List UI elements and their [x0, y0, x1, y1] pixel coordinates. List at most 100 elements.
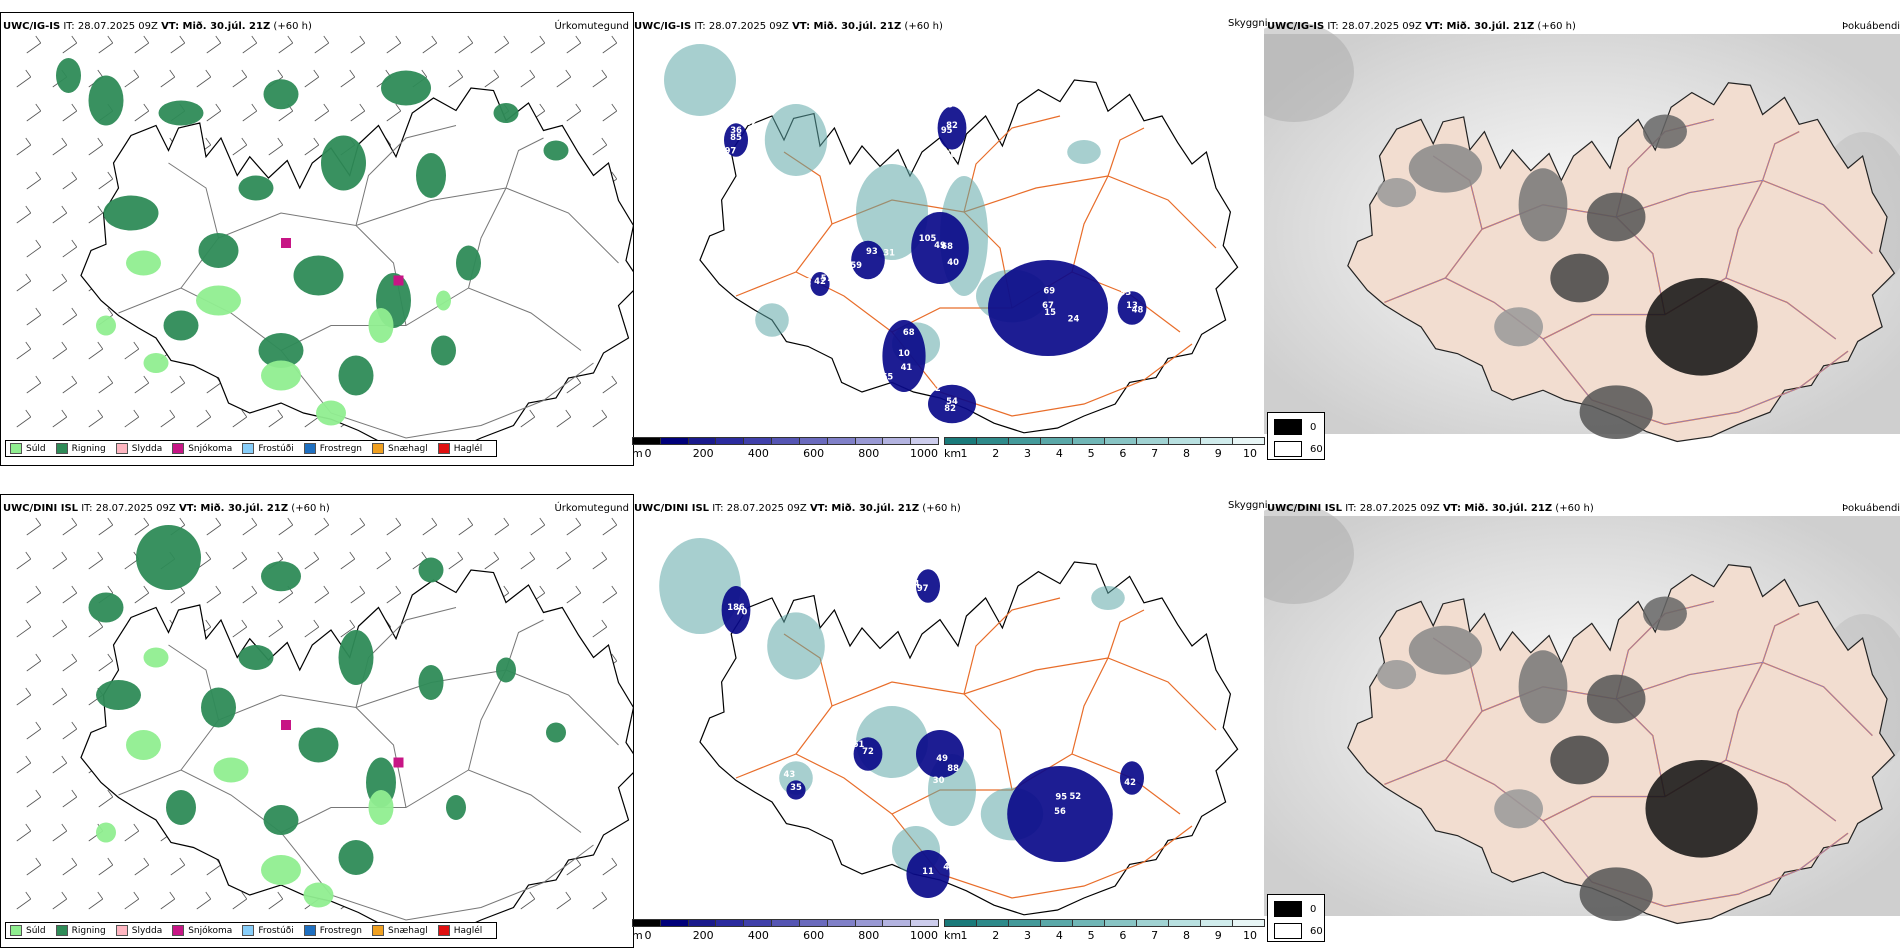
- legend-item: Haglél: [437, 925, 483, 936]
- cloud-base-label: 82: [800, 277, 812, 287]
- legend-label: Rigning: [71, 925, 106, 936]
- colorbar-tick: 5: [1087, 447, 1095, 460]
- colorbar-segment: [976, 437, 1009, 445]
- cloud-base-label: 52: [745, 117, 757, 127]
- cloud-base-label: 97: [725, 145, 737, 155]
- cloud-base-label: 13: [1126, 300, 1138, 310]
- colorbar-tick: 10: [1243, 447, 1257, 460]
- cloud-base-label: 57: [704, 143, 716, 153]
- cloud-base-label: 50: [945, 149, 957, 159]
- colorbar-segment: [1200, 437, 1233, 445]
- colorbar-segment: [771, 919, 800, 927]
- colorbar-tick: 3: [1024, 447, 1032, 460]
- legend-label: Rigning: [71, 443, 106, 454]
- fog-legend-label: 60: [1310, 443, 1323, 455]
- precip-panel-row2: UWC/DINI ISL IT: 28.07.2025 09Z VT: Mið.…: [0, 494, 634, 948]
- legend-item: Snjókoma: [172, 925, 232, 936]
- iceland-outline: [1347, 564, 1896, 925]
- cloud-base-label: 30: [834, 741, 846, 751]
- colorbar-segment: [976, 919, 1009, 927]
- legend-item: Rigning: [55, 925, 106, 936]
- cloud-base-label: 10: [898, 348, 910, 358]
- colorbar-tick: 1: [960, 447, 968, 460]
- legend-swatch: [372, 443, 385, 454]
- colorbar-segment: [1232, 437, 1265, 445]
- cloud-base-label: 32: [929, 383, 941, 393]
- colorbar-segment: [1008, 437, 1041, 445]
- colorbar-segment: [1040, 919, 1073, 927]
- panel-right-title: Úrkomutegund: [554, 21, 629, 32]
- colorbar-tick: 5: [1087, 929, 1095, 942]
- colorbar-segment: [632, 437, 661, 445]
- cloud-base-label: 72: [862, 746, 874, 756]
- cloud-base-label: 67: [1042, 300, 1054, 310]
- cloud-base-label: 64: [908, 579, 920, 589]
- cloud-base-label: 82: [946, 120, 958, 130]
- cloud-base-label: 55: [882, 372, 894, 382]
- cloud-base-label: 461: [847, 739, 865, 749]
- colorbar-segment: [910, 919, 939, 927]
- cloud-base-label: 47: [943, 861, 955, 871]
- cloud-base-label: 46: [834, 247, 846, 257]
- legend-swatch: [437, 925, 450, 936]
- cloud-base-label: 199: [936, 100, 954, 110]
- fog-legend-swatch: [1274, 901, 1302, 917]
- colorbar-tick: 9: [1214, 929, 1222, 942]
- cloud-base-label: 31: [883, 247, 895, 257]
- fog-legend: 0 60: [1267, 412, 1325, 460]
- model-name: UWC/IG-IS: [1267, 21, 1325, 32]
- cloud-base-label: 82: [944, 403, 956, 413]
- colorbar-segment: [944, 919, 977, 927]
- legend-item: Frostregn: [303, 443, 362, 454]
- fog-panel-row2: UWC/DINI ISL IT: 28.07.2025 09Z VT: Mið.…: [1264, 494, 1900, 944]
- colorbar-segment: [910, 437, 939, 445]
- cloud-base-label: 88: [947, 763, 959, 773]
- colorbar-tick: 0: [644, 929, 652, 942]
- colorbar-segment: [743, 919, 773, 927]
- cloud-base-label: 95: [941, 125, 953, 135]
- colorbar-tick: 400: [747, 929, 769, 942]
- precip-panel-row1: UWC/IG-IS IT: 28.07.2025 09Z VT: Mið. 30…: [0, 12, 634, 466]
- cloud-panel-row1: 85 95 69 40 46 10 82 33 86 57 82 15 105 31 55 54 48 82 52 5…: [632, 12, 1268, 462]
- legend-item: Haglél: [437, 443, 482, 454]
- colorbar-segment: [882, 919, 912, 927]
- legend-swatch: [372, 925, 385, 936]
- colorbar-tick: 2: [992, 447, 1000, 460]
- cloud-base-label: 37: [960, 421, 972, 431]
- colorbar-tick: 8: [1182, 929, 1190, 942]
- cloud-base-label: 42: [1124, 777, 1136, 787]
- colorbar-unit: m: [632, 929, 643, 942]
- cloud-base-label: 70: [736, 607, 748, 617]
- colorbar-segment: [687, 437, 717, 445]
- legend-swatch: [242, 443, 255, 454]
- colorbar-tick: 6: [1119, 929, 1127, 942]
- colorbar-tick: 2: [992, 929, 1000, 942]
- colorbar-tick: 800: [858, 929, 880, 942]
- precip-legend: Súld Rigning Slydda Snjókoma Frostúði Frostre…: [5, 922, 498, 939]
- model-name: UWC/DINI ISL: [1267, 503, 1343, 514]
- legend-label: Snæhagl: [388, 443, 428, 454]
- precip-legend: Súld Rigning Slydda Snjókoma Frostúði Frostre…: [5, 440, 498, 457]
- legend-label: Frostúði: [258, 925, 294, 936]
- iceland-outline: [1347, 82, 1896, 443]
- legend-swatch: [115, 925, 128, 936]
- colorbar-tick: 4: [1055, 929, 1063, 942]
- fog-legend-swatch: [1274, 441, 1302, 457]
- colorbar-tick: 400: [747, 447, 769, 460]
- colorbar-segment: [798, 919, 828, 927]
- lead-time: (+60 h): [273, 21, 312, 32]
- legend-label: Haglél: [453, 925, 483, 936]
- colorbar-segment: [826, 437, 856, 445]
- cloud-base-label: 85: [730, 132, 742, 142]
- valid-time: VT: Mið. 30.júl. 21Z: [792, 21, 902, 32]
- fog-legend-label: 60: [1310, 925, 1323, 937]
- colorbar-tick: 600: [803, 929, 825, 942]
- legend-label: Snjókoma: [188, 925, 233, 936]
- legend-swatch: [172, 925, 185, 936]
- colorbar-segment: [659, 437, 689, 445]
- colorbar-segment: [944, 437, 977, 445]
- fog-panel-row1: UWC/IG-IS IT: 28.07.2025 09Z VT: Mið. 30…: [1264, 12, 1900, 462]
- cloud-base-label: 97: [917, 583, 929, 593]
- cloud-base-label: 93: [866, 246, 878, 256]
- precip-map-row1: [16, 35, 633, 457]
